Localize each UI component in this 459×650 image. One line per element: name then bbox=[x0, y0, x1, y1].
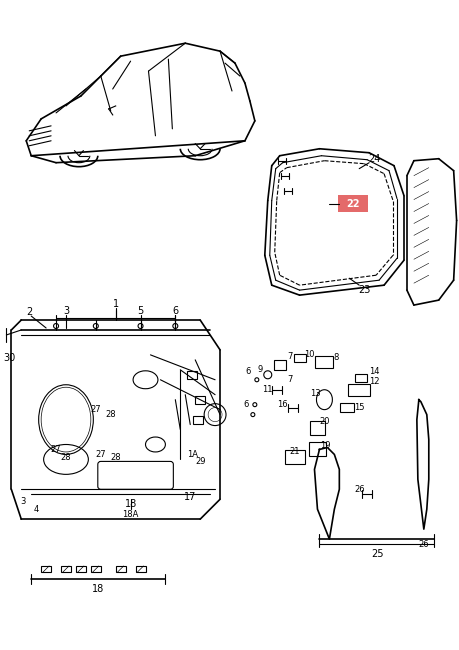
Text: 18: 18 bbox=[91, 584, 104, 594]
Text: 3: 3 bbox=[21, 497, 26, 506]
Text: 6: 6 bbox=[172, 306, 178, 316]
Bar bbox=[187, 370, 197, 379]
FancyBboxPatch shape bbox=[338, 194, 367, 213]
Bar bbox=[284, 450, 304, 464]
Text: 21: 21 bbox=[289, 447, 299, 456]
Text: 11: 11 bbox=[262, 385, 273, 394]
Text: 16: 16 bbox=[277, 400, 287, 409]
Text: 6: 6 bbox=[245, 367, 250, 376]
Text: 29: 29 bbox=[195, 457, 205, 466]
Bar bbox=[293, 354, 305, 362]
Bar bbox=[309, 421, 325, 435]
Text: 7: 7 bbox=[286, 352, 291, 361]
Text: 18A: 18A bbox=[122, 510, 139, 519]
Text: 1A: 1A bbox=[186, 450, 197, 459]
Bar bbox=[315, 356, 333, 368]
Text: 10: 10 bbox=[303, 350, 314, 359]
Text: 2: 2 bbox=[26, 307, 32, 317]
Text: 1: 1 bbox=[112, 299, 118, 309]
Bar bbox=[340, 403, 353, 412]
Text: 28: 28 bbox=[61, 453, 71, 462]
Text: 12: 12 bbox=[368, 377, 379, 386]
Text: 26: 26 bbox=[418, 540, 428, 549]
Text: 19: 19 bbox=[319, 441, 330, 450]
Text: 27: 27 bbox=[90, 405, 101, 414]
Text: 25: 25 bbox=[370, 549, 382, 559]
Text: 27: 27 bbox=[95, 450, 106, 459]
Bar bbox=[347, 384, 369, 396]
Text: 5: 5 bbox=[137, 306, 143, 316]
Bar bbox=[41, 566, 51, 572]
Bar bbox=[135, 566, 145, 572]
Bar bbox=[61, 566, 71, 572]
Bar bbox=[354, 374, 366, 382]
Text: 18: 18 bbox=[124, 499, 136, 509]
Bar bbox=[193, 415, 203, 424]
Text: 3: 3 bbox=[63, 306, 69, 316]
Bar bbox=[76, 566, 86, 572]
Text: 23: 23 bbox=[357, 285, 369, 295]
Text: 9: 9 bbox=[257, 365, 262, 374]
Text: 24: 24 bbox=[367, 153, 380, 164]
Text: 26: 26 bbox=[353, 485, 364, 494]
Bar bbox=[273, 360, 285, 370]
Bar bbox=[308, 443, 326, 456]
Bar bbox=[195, 396, 205, 404]
Text: 22: 22 bbox=[346, 198, 359, 209]
Text: 4: 4 bbox=[34, 504, 39, 514]
Text: 28: 28 bbox=[105, 410, 116, 419]
Bar bbox=[90, 566, 101, 572]
Text: 13: 13 bbox=[309, 389, 320, 398]
Text: 15: 15 bbox=[353, 403, 364, 412]
Text: 7: 7 bbox=[286, 375, 291, 384]
Text: 20: 20 bbox=[319, 417, 329, 426]
Text: 6: 6 bbox=[243, 400, 248, 409]
Text: 17: 17 bbox=[184, 492, 196, 502]
Text: 27: 27 bbox=[50, 445, 61, 454]
Text: 8: 8 bbox=[333, 354, 338, 362]
Text: 30: 30 bbox=[3, 353, 16, 363]
Text: 28: 28 bbox=[110, 453, 121, 462]
Text: 14: 14 bbox=[368, 367, 379, 376]
Bar bbox=[116, 566, 125, 572]
FancyBboxPatch shape bbox=[98, 462, 173, 489]
